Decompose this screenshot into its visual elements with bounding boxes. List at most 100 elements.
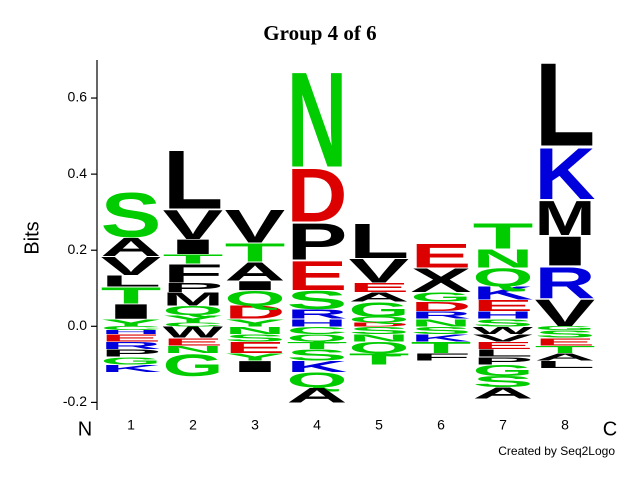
logo-letter: A bbox=[287, 384, 348, 407]
x-tick-label: 2 bbox=[189, 417, 197, 433]
logo-letter: T bbox=[411, 339, 472, 356]
logo-letter: R bbox=[535, 258, 596, 307]
x-tick-label: 1 bbox=[127, 417, 135, 433]
logo-letter: Q bbox=[225, 287, 286, 310]
logo-letter: W bbox=[473, 325, 534, 337]
logo-letter: I bbox=[225, 278, 286, 293]
logo-letter: F bbox=[411, 351, 472, 363]
logo-letter: R bbox=[101, 340, 162, 352]
logo-letter: K bbox=[411, 332, 472, 344]
logo-letter: V bbox=[473, 332, 533, 344]
logo-letter: G bbox=[535, 325, 596, 331]
logo-letter: K bbox=[535, 133, 596, 215]
logo-letter: N bbox=[349, 332, 410, 344]
logo-letter: Q bbox=[287, 369, 348, 392]
logo-letter: K bbox=[101, 363, 162, 375]
logo-letter: W bbox=[163, 324, 223, 341]
n-terminus-label: N bbox=[78, 418, 92, 440]
logo-letter: S bbox=[349, 324, 410, 336]
logo-letter: N bbox=[287, 44, 348, 195]
logo-letter: S bbox=[225, 332, 286, 344]
y-tick-label: 0.6 bbox=[68, 89, 88, 105]
logo-letter: H bbox=[287, 317, 348, 329]
logo-letter: M bbox=[535, 191, 596, 246]
logo-letter: C bbox=[287, 325, 348, 337]
logo-letter: T bbox=[535, 343, 596, 355]
logo-letter: L bbox=[473, 347, 534, 359]
logo-letter: P bbox=[101, 347, 162, 359]
logo-letter: P bbox=[473, 355, 534, 367]
logo-letter: Q bbox=[349, 339, 410, 357]
logo-letter: A bbox=[225, 258, 286, 287]
logo-letter: H bbox=[473, 309, 534, 321]
logo-letter: I bbox=[535, 228, 596, 274]
logo-letter: Q bbox=[287, 332, 348, 344]
logo-letter: X bbox=[411, 261, 472, 299]
y-tick-label: 0.2 bbox=[68, 241, 88, 257]
logo-letter: H bbox=[101, 329, 162, 335]
logo-letter: N bbox=[411, 317, 472, 329]
logo-letter: L bbox=[535, 39, 596, 171]
logo-letter: E bbox=[473, 340, 534, 352]
x-tick-label: 7 bbox=[499, 417, 507, 433]
logo-letter: C bbox=[101, 325, 162, 331]
c-terminus-label: C bbox=[603, 418, 617, 440]
logo-letter: S bbox=[101, 180, 162, 251]
logo-letter: D bbox=[225, 302, 286, 322]
logo-letter: E bbox=[101, 332, 162, 344]
x-tick-label: 8 bbox=[561, 417, 569, 433]
logo-letter: L bbox=[349, 213, 410, 269]
logo-letter: V bbox=[101, 252, 162, 281]
logo-letter: Q bbox=[163, 303, 224, 318]
logo-letter: M bbox=[163, 289, 224, 309]
logo-letter: K bbox=[473, 283, 534, 303]
logo-letter: P bbox=[287, 213, 348, 271]
logo-letter: G bbox=[411, 290, 472, 305]
logo-letter: N bbox=[225, 325, 286, 337]
x-tick-label: 4 bbox=[313, 417, 321, 433]
logo-letter: R bbox=[287, 307, 348, 322]
logo-letter: L bbox=[535, 359, 596, 371]
logo-letter: S bbox=[535, 328, 596, 340]
logo-letter: N bbox=[473, 244, 534, 273]
logo-letter: A bbox=[473, 384, 534, 402]
logo-letter: T bbox=[349, 350, 410, 367]
logo-letter: A bbox=[535, 351, 596, 363]
credit: Created by Seq2Logo bbox=[498, 444, 615, 458]
logo-letter: L bbox=[163, 134, 224, 227]
logo-letter: D bbox=[287, 154, 348, 238]
logo-letter: A bbox=[101, 233, 162, 262]
x-tick-label: 5 bbox=[375, 417, 383, 433]
chart-title: Group 4 of 6 bbox=[263, 21, 376, 45]
logo-letter: I bbox=[163, 235, 224, 258]
logo-letter: Y bbox=[101, 317, 162, 329]
logo-letter: I bbox=[225, 358, 286, 375]
logo-letter: V bbox=[225, 201, 285, 253]
logo-letter: E bbox=[349, 280, 410, 295]
logo-letter: E bbox=[411, 237, 472, 275]
logo-letter: E bbox=[535, 336, 596, 348]
logo-letter: F bbox=[163, 259, 224, 288]
logo-letter: Y bbox=[225, 351, 286, 363]
logo-letter: E bbox=[225, 339, 286, 356]
logo-letter: K bbox=[287, 358, 348, 376]
logo-letter: I bbox=[101, 300, 162, 323]
logo-letter: S bbox=[473, 373, 534, 390]
logo-letter: V bbox=[349, 252, 410, 290]
logo-letter: V bbox=[163, 201, 223, 248]
logo-letter: L bbox=[101, 273, 162, 290]
x-tick-label: 3 bbox=[251, 417, 259, 433]
logo-letter: G bbox=[473, 362, 534, 380]
logo-letter: S bbox=[473, 317, 534, 329]
logo-letter: D bbox=[349, 322, 410, 328]
y-axis-label: Bits bbox=[21, 221, 43, 254]
logo-letter: P bbox=[163, 280, 224, 295]
logo-letter: T bbox=[163, 252, 224, 267]
logo-letter: D bbox=[411, 299, 472, 314]
logo-letter: T bbox=[225, 238, 286, 267]
logo-letter: T bbox=[287, 340, 348, 352]
logo-letter: E bbox=[287, 253, 348, 300]
logo-letter: G bbox=[349, 298, 410, 321]
logo-letter: C bbox=[163, 322, 224, 328]
